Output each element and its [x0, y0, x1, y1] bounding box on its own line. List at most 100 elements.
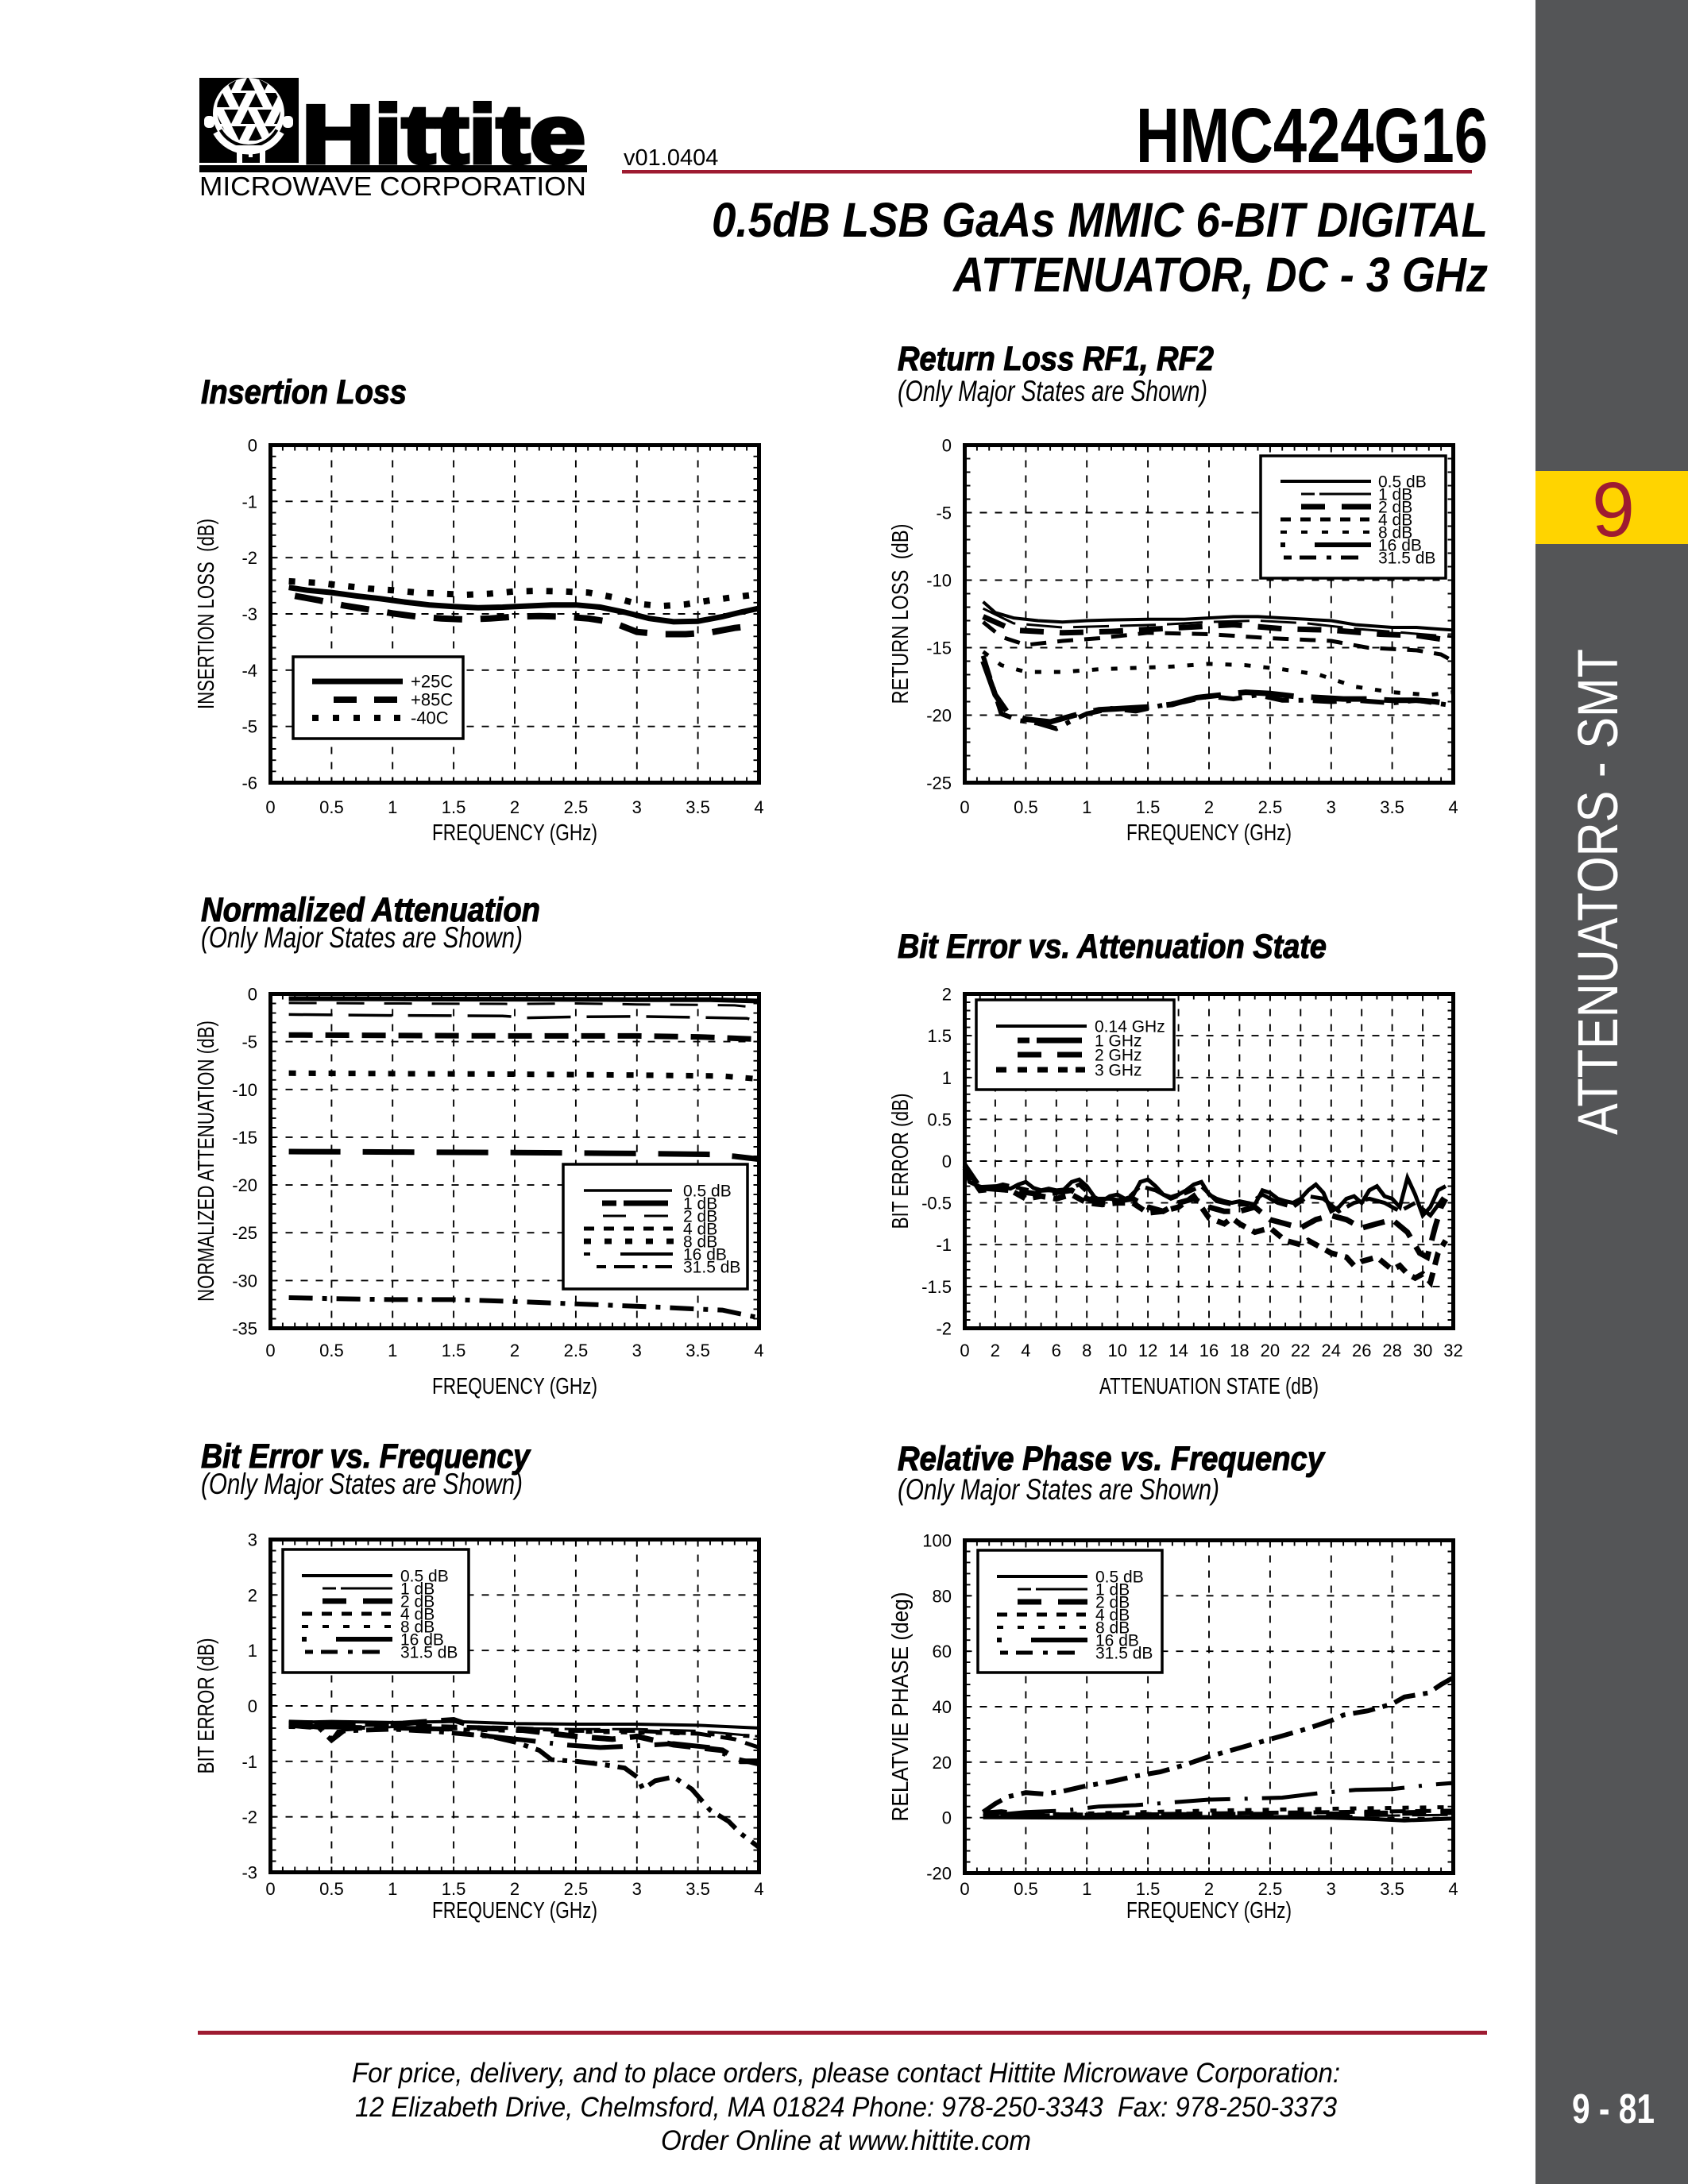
svg-text:BIT ERROR (dB): BIT ERROR (dB)	[888, 1094, 914, 1229]
svg-text:MICROWAVE CORPORATION: MICROWAVE CORPORATION	[199, 172, 586, 201]
svg-text:NORMALIZED ATTENUATION (dB): NORMALIZED ATTENUATION (dB)	[194, 1021, 219, 1302]
svg-text:8 dB: 8 dB	[400, 1619, 435, 1637]
svg-text:2.5: 2.5	[564, 1341, 589, 1360]
svg-text:4 dB: 4 dB	[683, 1221, 717, 1239]
svg-text:Normalized Attenuation: Normalized Attenuation	[201, 891, 540, 929]
svg-text:60: 60	[933, 1642, 952, 1661]
svg-text:20: 20	[1261, 1341, 1280, 1360]
svg-text:FREQUENCY (GHz): FREQUENCY (GHz)	[432, 1898, 597, 1924]
svg-text:16 dB: 16 dB	[1095, 1632, 1139, 1650]
svg-text:-1.5: -1.5	[921, 1277, 952, 1297]
svg-text:1.5: 1.5	[1136, 797, 1161, 817]
svg-text:4: 4	[754, 1879, 763, 1899]
svg-text:0.5: 0.5	[1014, 797, 1038, 817]
svg-text:2: 2	[510, 1341, 520, 1360]
svg-text:2: 2	[510, 797, 520, 817]
svg-text:(Only Major States are Shown): (Only Major States are Shown)	[898, 1473, 1219, 1506]
svg-text:0: 0	[960, 797, 969, 817]
svg-text:2 GHz: 2 GHz	[1095, 1047, 1142, 1065]
svg-text:1: 1	[1082, 1879, 1091, 1899]
svg-text:18: 18	[1230, 1341, 1249, 1360]
svg-text:-25: -25	[926, 774, 952, 793]
svg-text:6: 6	[1052, 1341, 1061, 1360]
svg-text:2.5: 2.5	[1258, 1879, 1283, 1899]
svg-text:1 dB: 1 dB	[1378, 486, 1412, 504]
svg-text:INSERTION LOSS (dB): INSERTION LOSS (dB)	[194, 519, 219, 709]
svg-text:Return Loss RF1, RF2: Return Loss RF1, RF2	[898, 340, 1214, 378]
svg-text:(Only Major States are Shown): (Only Major States are Shown)	[201, 1468, 523, 1500]
svg-text:FREQUENCY (GHz): FREQUENCY (GHz)	[432, 1374, 597, 1399]
svg-text:Bit Error vs. Frequency: Bit Error vs. Frequency	[201, 1437, 531, 1476]
svg-text:2.5: 2.5	[564, 797, 589, 817]
svg-text:FREQUENCY (GHz): FREQUENCY (GHz)	[432, 820, 597, 846]
svg-text:-5: -5	[241, 1032, 257, 1052]
svg-text:-25: -25	[232, 1223, 257, 1243]
svg-text:24: 24	[1322, 1341, 1341, 1360]
svg-text:-10: -10	[232, 1080, 257, 1100]
svg-text:+85C: +85C	[411, 690, 453, 710]
svg-text:0.5: 0.5	[319, 1341, 344, 1360]
svg-text:1: 1	[248, 1641, 257, 1661]
svg-text:-30: -30	[232, 1271, 257, 1291]
svg-text:v01.0404: v01.0404	[624, 145, 718, 171]
svg-text:0: 0	[942, 1808, 952, 1828]
svg-text:2: 2	[510, 1879, 520, 1899]
svg-text:0.5: 0.5	[319, 797, 344, 817]
svg-text:3.5: 3.5	[686, 1879, 710, 1899]
svg-text:ATTENUATION STATE (dB): ATTENUATION STATE (dB)	[1099, 1374, 1319, 1399]
svg-text:0: 0	[248, 985, 257, 1005]
svg-text:80: 80	[933, 1586, 952, 1606]
svg-text:31.5 dB: 31.5 dB	[1095, 1645, 1153, 1663]
svg-text:3: 3	[1327, 797, 1336, 817]
svg-text:2.5: 2.5	[1258, 797, 1283, 817]
svg-text:14: 14	[1168, 1341, 1188, 1360]
svg-text:1.5: 1.5	[927, 1026, 952, 1046]
svg-text:12: 12	[1138, 1341, 1157, 1360]
svg-text:2: 2	[1204, 797, 1214, 817]
svg-text:31.5 dB: 31.5 dB	[683, 1259, 740, 1277]
svg-text:3 GHz: 3 GHz	[1095, 1062, 1142, 1080]
svg-text:16: 16	[1199, 1341, 1219, 1360]
svg-text:ATTENUATORS - SMT: ATTENUATORS - SMT	[1567, 649, 1630, 1135]
svg-text:Bit Error vs. Attenuation Stat: Bit Error vs. Attenuation State	[898, 928, 1327, 966]
svg-text:-1: -1	[936, 1235, 952, 1255]
svg-text:1: 1	[388, 797, 397, 817]
svg-text:3.5: 3.5	[686, 797, 710, 817]
svg-text:-2: -2	[241, 548, 257, 568]
svg-text:100: 100	[922, 1531, 952, 1551]
svg-text:0.5 dB: 0.5 dB	[400, 1568, 449, 1586]
svg-text:4: 4	[1021, 1341, 1030, 1360]
svg-text:1.5: 1.5	[442, 797, 466, 817]
svg-text:0.14 GHz: 0.14 GHz	[1095, 1018, 1165, 1036]
svg-text:26: 26	[1352, 1341, 1371, 1360]
svg-text:3.5: 3.5	[1380, 1879, 1404, 1899]
svg-text:+25C: +25C	[411, 672, 453, 692]
svg-text:0.5 dB: 0.5 dB	[1095, 1569, 1144, 1587]
svg-text:1: 1	[388, 1341, 397, 1360]
svg-text:-4: -4	[241, 661, 257, 681]
svg-text:1 dB: 1 dB	[400, 1580, 435, 1599]
svg-text:0: 0	[942, 1152, 952, 1171]
svg-text:0: 0	[265, 797, 275, 817]
svg-text:-2: -2	[241, 1808, 257, 1827]
svg-text:(Only Major States are Shown): (Only Major States are Shown)	[898, 375, 1207, 407]
svg-text:-20: -20	[232, 1175, 257, 1195]
svg-text:28: 28	[1382, 1341, 1401, 1360]
svg-text:3: 3	[248, 1530, 257, 1550]
svg-text:2 dB: 2 dB	[1378, 499, 1412, 517]
svg-text:2 dB: 2 dB	[683, 1208, 717, 1226]
svg-text:8 dB: 8 dB	[683, 1233, 717, 1252]
svg-text:-3: -3	[241, 1863, 257, 1883]
svg-text:ATTENUATOR, DC - 3 GHz: ATTENUATOR, DC - 3 GHz	[952, 248, 1488, 302]
svg-text:0: 0	[942, 436, 952, 456]
svg-text:1.5: 1.5	[442, 1879, 466, 1899]
svg-text:4: 4	[1448, 1879, 1458, 1899]
svg-text:2.5: 2.5	[564, 1879, 589, 1899]
svg-text:9: 9	[1592, 466, 1635, 553]
svg-text:3.5: 3.5	[1380, 797, 1404, 817]
svg-text:0: 0	[248, 1696, 257, 1716]
svg-text:-20: -20	[926, 1864, 952, 1884]
svg-text:For price, delivery, and to pl: For price, delivery, and to place orders…	[352, 2058, 1340, 2089]
svg-text:4: 4	[754, 1341, 763, 1360]
svg-text:20: 20	[933, 1753, 952, 1773]
